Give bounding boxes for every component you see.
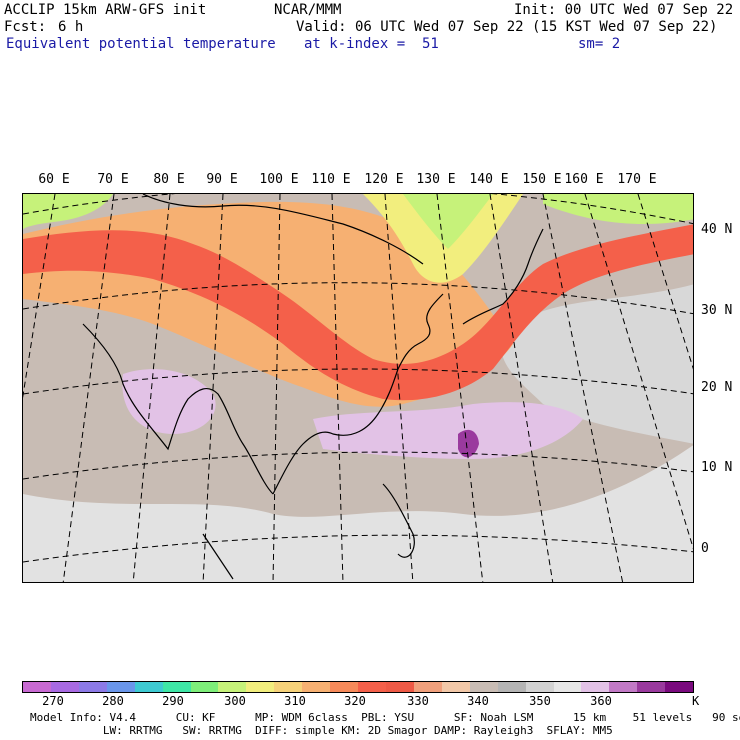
- init-time: Init: 00 UTC Wed 07 Sep 22: [514, 2, 734, 18]
- model-title: ACCLIP 15km ARW-GFS init: [4, 2, 207, 18]
- lon-line: [584, 194, 693, 550]
- agency-label: NCAR/MMM: [274, 2, 342, 18]
- level-label: at k-index = 51: [304, 36, 439, 52]
- colorbar-swatch: [134, 682, 163, 692]
- colorbar-swatch: [553, 682, 582, 692]
- coastline-south-asia: [82, 323, 274, 495]
- lat-label: 40 N: [701, 222, 733, 237]
- lon-line: [436, 194, 484, 582]
- theta-e-map: [22, 193, 694, 583]
- colorbar-swatch: [330, 682, 359, 692]
- lon-label: 150 E: [522, 172, 562, 187]
- lon-line: [272, 194, 281, 582]
- colorbar-swatch: [413, 682, 442, 692]
- coastlines: [82, 194, 544, 580]
- purple-patch-india: [122, 369, 216, 434]
- colorbar-swatch: [609, 682, 638, 692]
- lat-label: 20 N: [701, 380, 733, 395]
- colorbar-swatch: [218, 682, 247, 692]
- north-green-east: [403, 194, 493, 249]
- lon-line: [384, 194, 414, 582]
- coastline-philippines: [382, 483, 415, 558]
- colorbar-swatch: [78, 682, 107, 692]
- colorbar-swatch: [274, 682, 303, 692]
- colorbar-swatch: [106, 682, 135, 692]
- colorbar-swatch: [50, 682, 79, 692]
- colorbar-swatch: [637, 682, 666, 692]
- north-green-pacific: [543, 194, 693, 224]
- purple-core: [458, 429, 479, 458]
- lon-line: [331, 194, 344, 582]
- lat-line: [23, 534, 693, 563]
- colorbar-tick: 330: [407, 694, 429, 708]
- lon-label: 90 E: [206, 172, 238, 187]
- longitude-lines: [23, 194, 693, 582]
- lon-line: [637, 194, 693, 370]
- lon-line: [489, 194, 554, 582]
- colorbar-swatch: [469, 682, 498, 692]
- colorbar-tick: 340: [467, 694, 489, 708]
- colorbar-swatch: [190, 682, 219, 692]
- coastline-east-asia: [272, 293, 444, 495]
- border-north: [142, 194, 424, 265]
- lon-label: 140 E: [469, 172, 509, 187]
- smoothing-label: sm= 2: [578, 36, 621, 52]
- colorbar-tick: 310: [284, 694, 306, 708]
- lon-line: [132, 194, 171, 582]
- lon-label: 160 E: [564, 172, 604, 187]
- lon-label: 60 E: [38, 172, 70, 187]
- colorbar-swatch: [497, 682, 526, 692]
- colorbar-swatch: [302, 682, 331, 692]
- coastline-sumatra: [202, 533, 234, 580]
- lon-line: [62, 194, 115, 582]
- red-band: [23, 224, 693, 401]
- colorbar-swatch: [246, 682, 275, 692]
- lat-label: 0: [701, 541, 709, 556]
- colorbar-swatch: [665, 682, 694, 692]
- lon-label: 170 E: [617, 172, 657, 187]
- colorbar-swatch: [385, 682, 414, 692]
- lat-label: 10 N: [701, 460, 733, 475]
- lon-line: [542, 194, 624, 582]
- lon-label: 130 E: [416, 172, 456, 187]
- latitude-lines: [23, 194, 693, 563]
- lon-label: 80 E: [153, 172, 185, 187]
- lon-line: [202, 194, 224, 582]
- lat-label: 30 N: [701, 303, 733, 318]
- colorbar-swatch: [358, 682, 386, 692]
- coastline-japan: [462, 228, 544, 325]
- colorbar: [22, 681, 694, 693]
- colorbar-swatch: [581, 682, 610, 692]
- colorbar-tick: 350: [529, 694, 551, 708]
- lon-label: 70 E: [97, 172, 129, 187]
- lon-label: 100 E: [259, 172, 299, 187]
- purple-patch-pacific: [313, 402, 583, 459]
- pacific-region: [501, 284, 693, 444]
- field-name: Equivalent potential temperature: [6, 36, 276, 52]
- model-info-line2: LW: RRTMG SW: RRTMG DIFF: simple KM: 2D …: [30, 724, 613, 737]
- north-green-west: [23, 194, 113, 229]
- map-canvas: [23, 194, 693, 582]
- lon-label: 110 E: [311, 172, 351, 187]
- tropical-region: [23, 445, 693, 582]
- lon-label: 120 E: [364, 172, 404, 187]
- lon-line: [23, 194, 56, 399]
- colorbar-tick: 360: [590, 694, 612, 708]
- colorbar-swatch: [162, 682, 191, 692]
- colorbar-swatch: [525, 682, 554, 692]
- colorbar-tick: 280: [102, 694, 124, 708]
- colorbar-swatch: [441, 682, 470, 692]
- forecast-hour: 6 h: [58, 19, 84, 35]
- colorbar-swatch: [23, 682, 51, 692]
- colorbar-tick: 270: [42, 694, 64, 708]
- colorbar-tick: 320: [344, 694, 366, 708]
- model-info-line1: Model Info: V4.4 CU: KF MP: WDM 6class P…: [30, 711, 740, 724]
- valid-time: Valid: 06 UTC Wed 07 Sep 22 (15 KST Wed …: [296, 19, 718, 35]
- forecast-label: Fcst:: [4, 19, 47, 35]
- colorbar-tick: 290: [162, 694, 184, 708]
- colorbar-unit: K: [692, 694, 700, 708]
- colorbar-tick: 300: [224, 694, 246, 708]
